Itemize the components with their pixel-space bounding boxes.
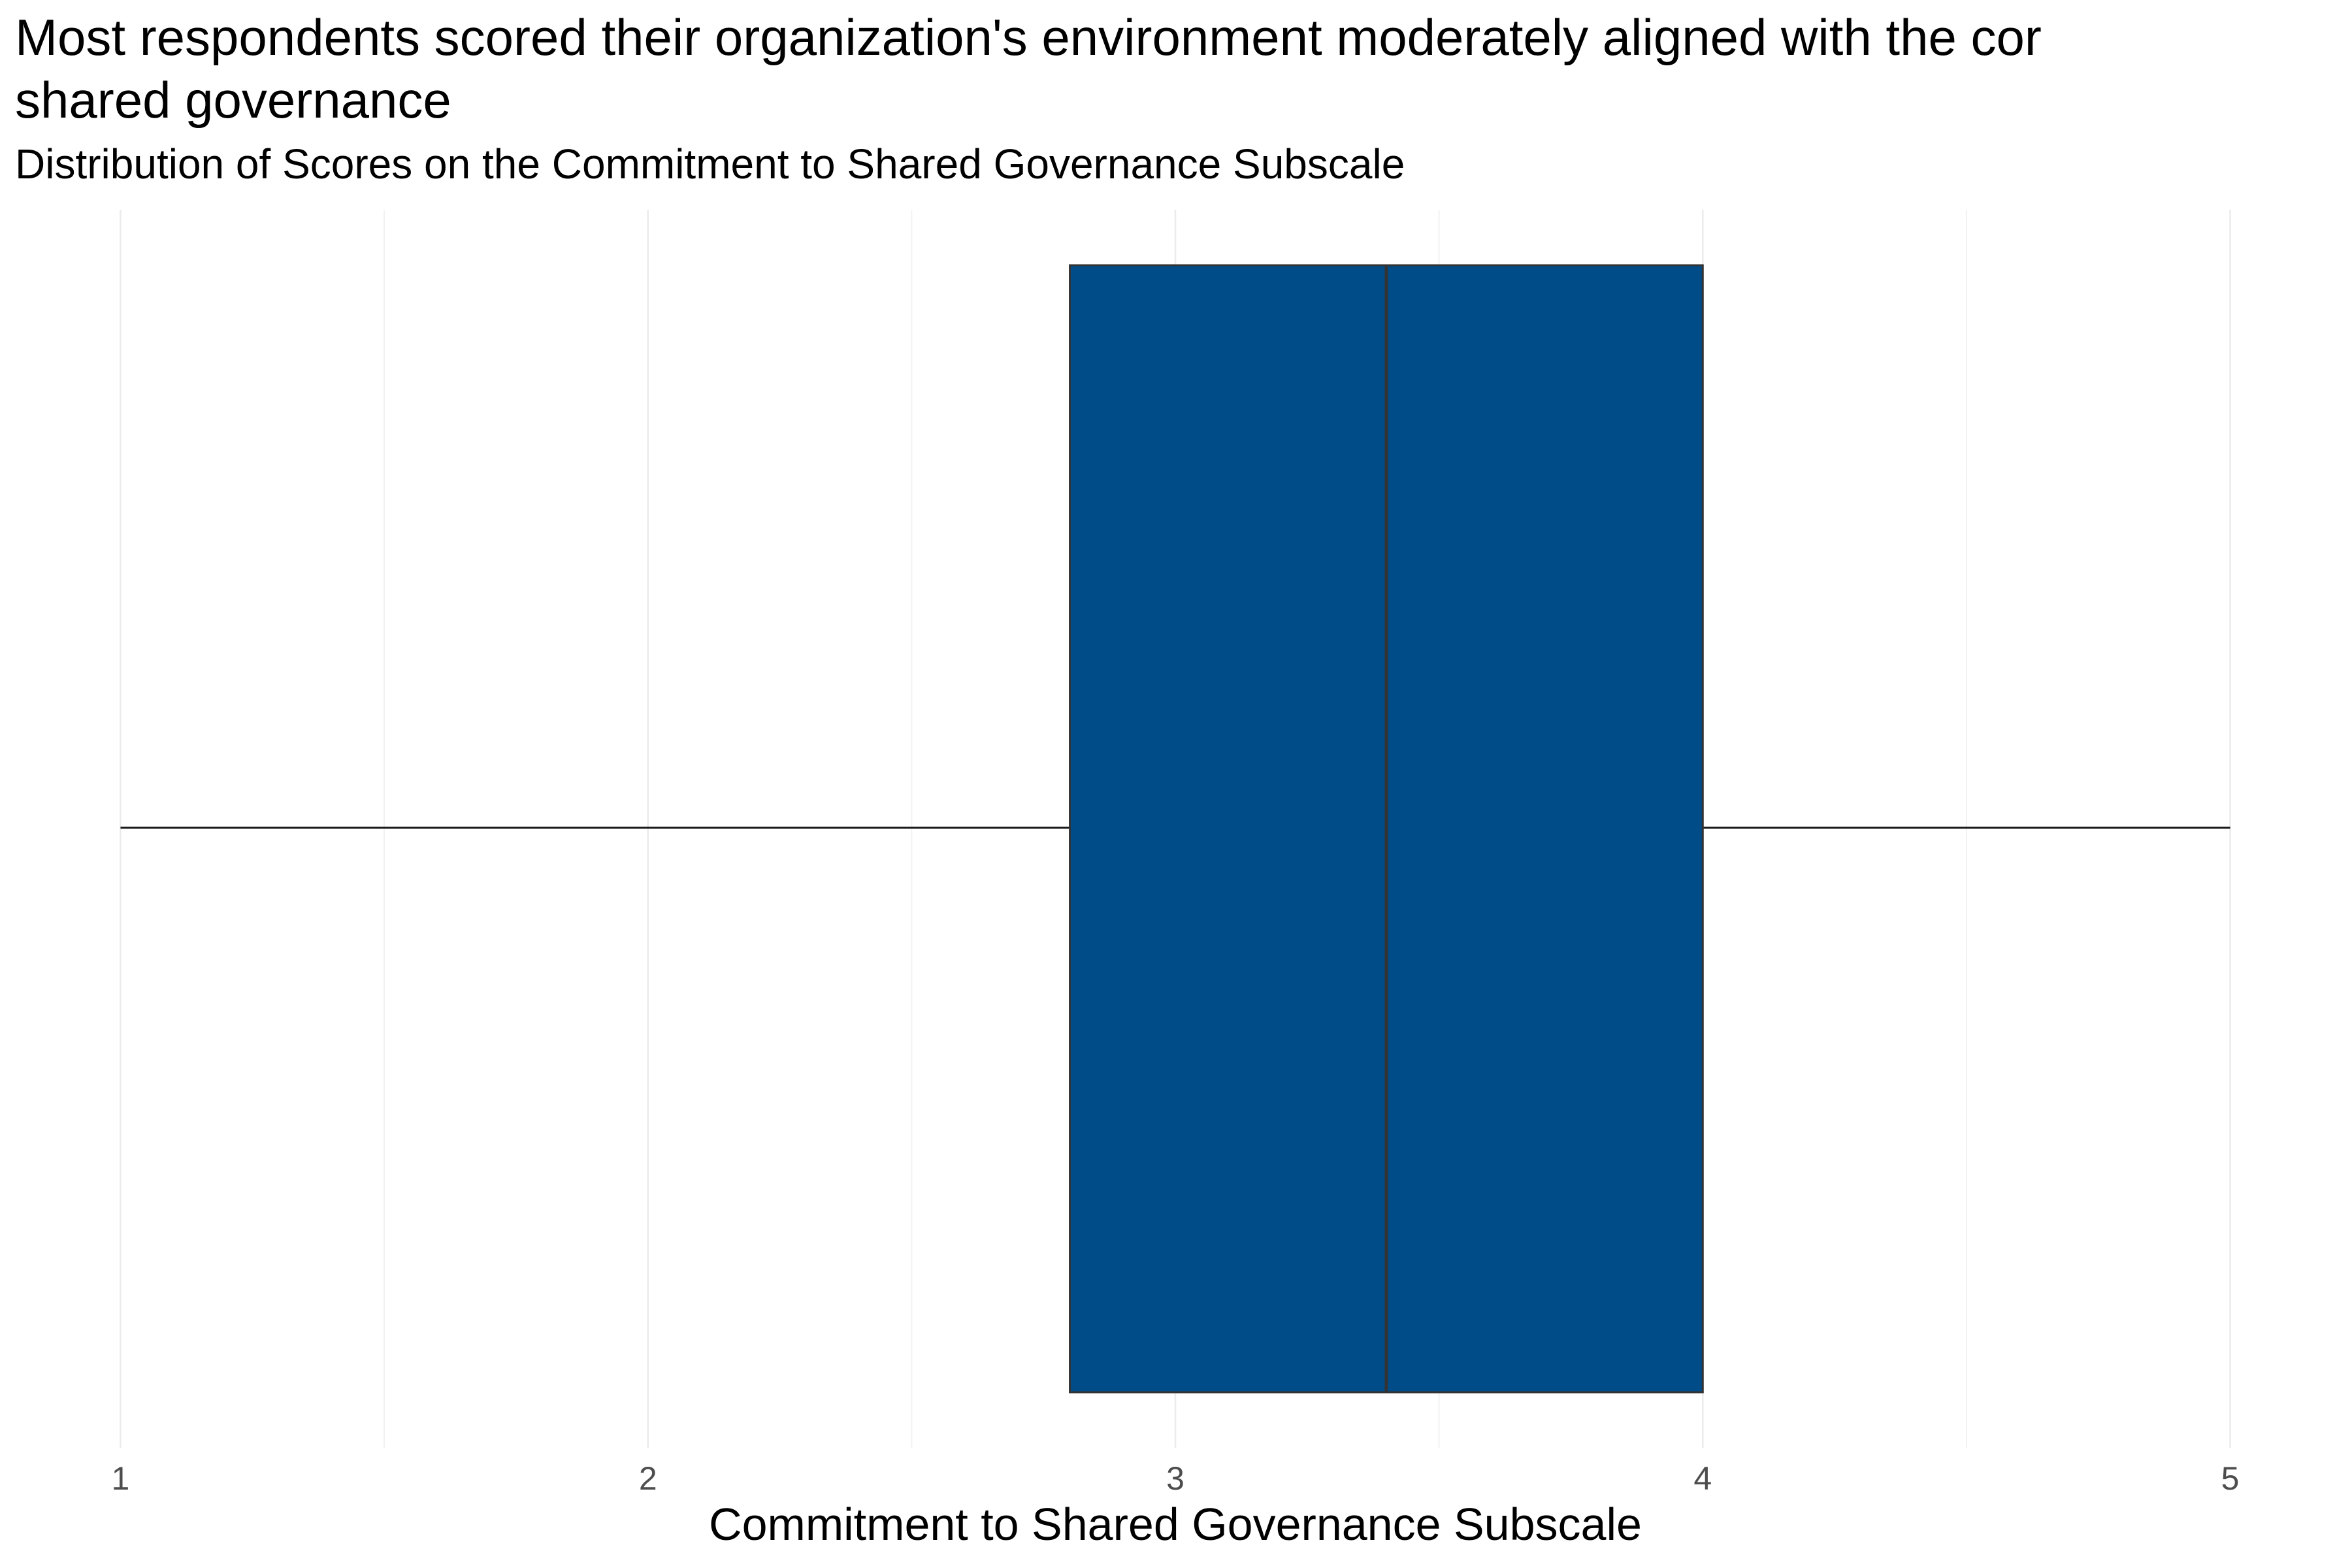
x-tick-label: 4 [1693,1460,1712,1497]
chart-title: shared governance [15,71,451,129]
x-tick-label: 5 [2221,1460,2240,1497]
chart-subtitle: Distribution of Scores on the Commitment… [15,140,1405,188]
x-tick-label: 2 [639,1460,657,1497]
chart-title: Most respondents scored their organizati… [15,8,2042,66]
x-tick-label: 1 [112,1460,130,1497]
x-axis-title: Commitment to Shared Governance Subscale [709,1499,1642,1550]
x-tick-label: 3 [1166,1460,1184,1497]
